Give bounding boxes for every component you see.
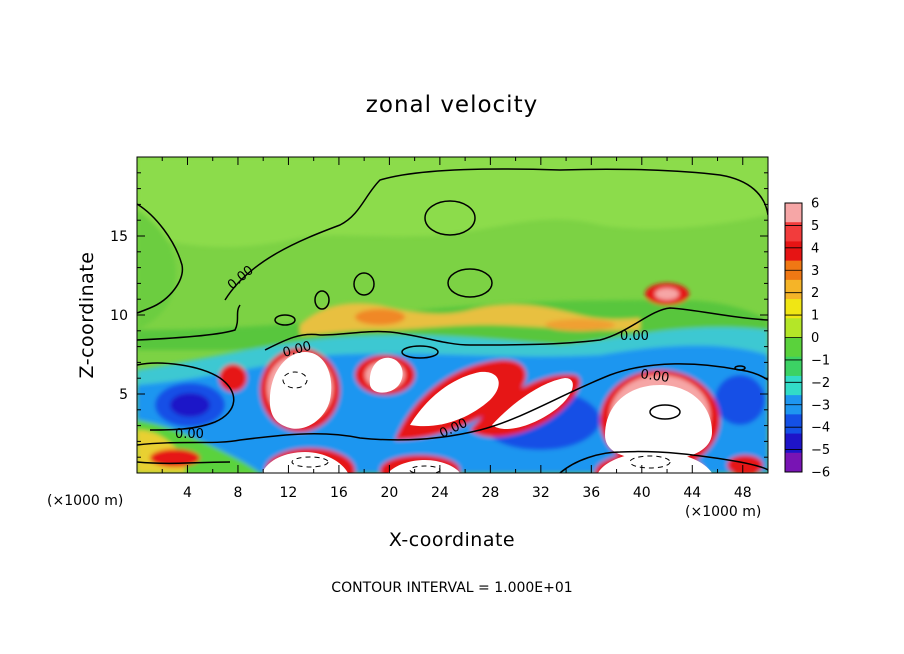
x-tick-label: 48 (734, 485, 752, 501)
colorbar-tick-label: 1 (811, 309, 819, 324)
contour-label: 0.00 (175, 427, 204, 442)
dashed-contour-1 (282, 371, 308, 389)
contour-interval-note: CONTOUR INTERVAL = 1.000E+01 (331, 580, 572, 596)
colorbar-swatch (785, 356, 802, 377)
dashed-contour-2 (629, 455, 671, 469)
colorbar-swatch (785, 279, 802, 300)
colorbar: 6 5 4 3 2 1 0 −1 −2 −3 −4 −5 −6 (784, 197, 830, 481)
field-blob-red-bottom-4 (727, 455, 763, 473)
x-tick-label: 28 (481, 485, 499, 501)
colorbar-tick-label: 2 (811, 286, 819, 301)
colorbar-swatch (785, 337, 802, 358)
field-region-upper-light (137, 157, 768, 247)
colorbar-tick-label: −6 (811, 466, 830, 481)
contour-label: 0.00 (620, 329, 649, 344)
x-tick-label: 32 (532, 485, 550, 501)
plot-area: 0.00 0.00 0.00 0.00 0.00 0.00 (137, 157, 768, 473)
x-tick-label: 24 (431, 485, 449, 501)
saturated-cores (262, 352, 712, 473)
y-tick-label: 15 (110, 229, 128, 245)
x-tick-label: 8 (233, 485, 242, 501)
contour-upper (137, 203, 184, 314)
contour-bottom (137, 450, 768, 473)
colorbar-tick-label: 6 (811, 197, 819, 212)
x-axis-ticks: 4 8 12 16 20 24 28 32 36 40 44 48 (161, 157, 752, 501)
core-3 (410, 371, 499, 427)
field-blob-red-bottom-left (150, 449, 200, 467)
colorbar-tick-label: −1 (811, 353, 830, 368)
dashed-contour-4 (291, 456, 329, 468)
colorbar-swatch (785, 433, 802, 454)
core-2 (369, 357, 403, 393)
colorbar-swatch (785, 299, 802, 319)
chart-title: zonal velocity (366, 92, 538, 118)
y-tick-label: 5 (119, 387, 128, 403)
contour-island-7 (649, 404, 681, 420)
colorbar-tick-label: 3 (811, 264, 819, 279)
x-tick-label: 12 (280, 485, 298, 501)
x-tick-label: 4 (183, 485, 192, 501)
zero-contours (137, 168, 768, 473)
contour-band (264, 307, 768, 351)
colorbar-tick-label: 0 (811, 331, 819, 346)
colorbar-swatch (785, 318, 802, 338)
colorbar-swatch (785, 375, 802, 396)
colorbar-swatch (785, 203, 802, 223)
colorbar-tick-label: −5 (811, 443, 830, 458)
field-blob-red-left-mid (219, 364, 247, 392)
contour-island-8 (734, 365, 746, 371)
x-tick-label: 44 (683, 485, 701, 501)
y-axis-label: Z-coordinate (76, 252, 98, 379)
colorbar-swatch (785, 414, 802, 435)
field-blob-blue-right (715, 375, 765, 425)
core-bottom-1 (262, 452, 348, 473)
field-blob-warm-2 (545, 319, 615, 331)
contour-island-3 (353, 272, 375, 296)
colorbar-tick-label: 5 (811, 219, 819, 234)
field-blob-warm-1 (355, 309, 405, 325)
colorbar-swatch (785, 241, 802, 262)
colorbar-tick-label: 4 (811, 241, 819, 256)
x-unit-label-right: (×1000 m) (685, 504, 761, 520)
contour-mid (137, 304, 241, 341)
colorbar-swatch (785, 452, 802, 473)
field-blob-navy-left (170, 393, 210, 417)
colorbar-tick-label: −2 (811, 376, 830, 391)
field-region-upper-darker (137, 210, 176, 330)
contour-island-4 (314, 290, 330, 310)
core-1 (269, 352, 332, 429)
contour-lower-left (137, 362, 235, 431)
contour-lower-mid (137, 363, 768, 446)
contour-island-1 (424, 200, 476, 236)
y-axis-ticks: 5 10 15 (110, 172, 768, 458)
core-5 (605, 385, 712, 460)
x-tick-label: 16 (330, 485, 348, 501)
contour-label: 0.00 (639, 367, 670, 386)
colorbar-tick-label: −3 (811, 398, 830, 413)
x-unit-label-left: (×1000 m) (47, 493, 123, 509)
core-4 (492, 378, 573, 430)
contour-island-2 (447, 268, 493, 298)
field-blob-pink-upper (655, 288, 679, 300)
contour-island-5 (274, 314, 296, 326)
contour-island-6 (401, 345, 439, 359)
y-tick-label: 10 (110, 308, 128, 324)
contour-upper-main (224, 168, 768, 301)
x-tick-label: 36 (582, 485, 600, 501)
colorbar-swatch (785, 222, 802, 242)
x-tick-label: 40 (633, 485, 651, 501)
colorbar-tick-label: −4 (811, 421, 830, 436)
x-axis-label: X-coordinate (389, 529, 515, 551)
contour-label: 0.00 (281, 339, 313, 361)
core-bottom-3 (598, 452, 712, 473)
x-tick-label: 20 (380, 485, 398, 501)
